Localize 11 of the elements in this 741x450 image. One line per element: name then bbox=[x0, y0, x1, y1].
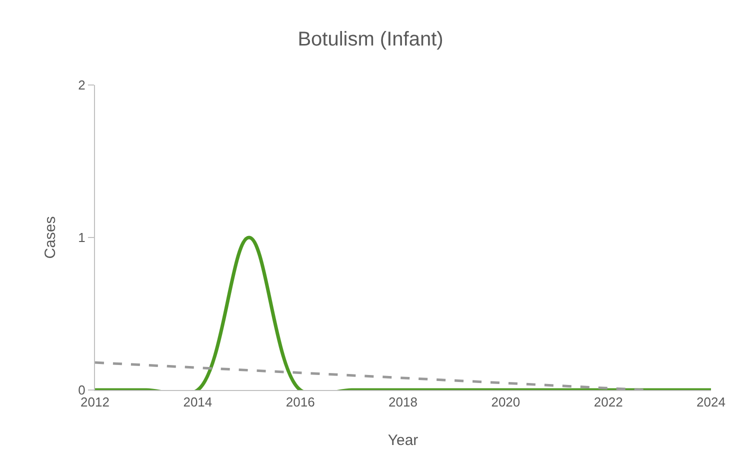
y-tick-label: 1 bbox=[78, 230, 86, 246]
x-axis-title: Year bbox=[388, 432, 418, 449]
y-tick-label: 2 bbox=[78, 78, 86, 93]
x-tick-label: 2024 bbox=[696, 394, 726, 410]
x-tick-label: 2018 bbox=[388, 394, 418, 410]
y-axis-title: Cases bbox=[42, 216, 59, 259]
x-tick-label: 2014 bbox=[183, 394, 212, 410]
x-tick-label: 2016 bbox=[286, 394, 315, 410]
x-tick-label: 2022 bbox=[594, 394, 623, 410]
chart-title: Botulism (Infant) bbox=[298, 28, 444, 50]
x-tick-label: 2020 bbox=[491, 394, 520, 410]
